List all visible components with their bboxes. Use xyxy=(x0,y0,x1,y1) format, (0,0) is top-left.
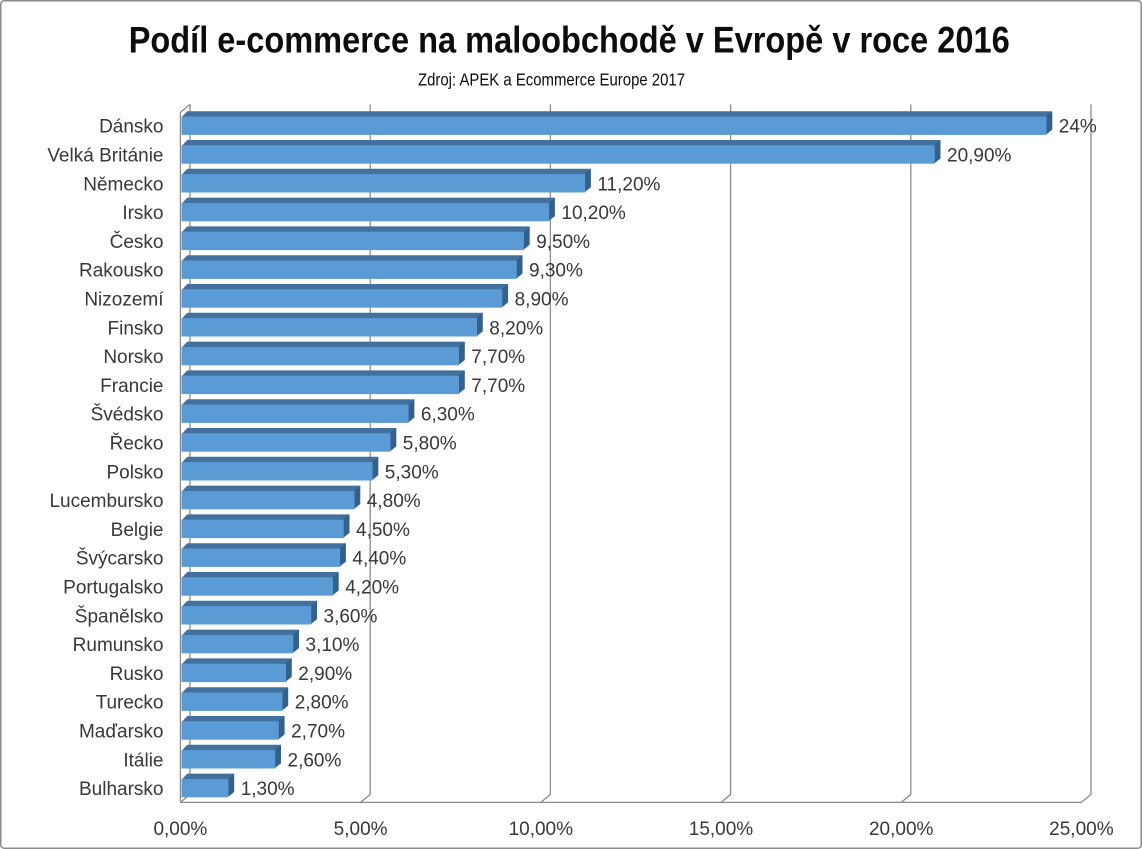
svg-text:9,30%: 9,30% xyxy=(529,261,583,282)
svg-text:4,50%: 4,50% xyxy=(356,520,410,541)
svg-text:Švýcarsko: Švýcarsko xyxy=(76,548,164,570)
svg-text:Maďarsko: Maďarsko xyxy=(79,722,164,743)
svg-text:Francie: Francie xyxy=(100,376,163,397)
svg-text:Rusko: Rusko xyxy=(110,664,164,685)
svg-text:Německo: Německo xyxy=(83,174,163,195)
svg-text:Finsko: Finsko xyxy=(108,318,164,339)
svg-text:9,50%: 9,50% xyxy=(536,232,590,253)
svg-text:Velká Británie: Velká Británie xyxy=(47,146,163,167)
svg-text:20,90%: 20,90% xyxy=(947,146,1012,167)
svg-text:Španělsko: Španělsko xyxy=(75,605,164,627)
svg-text:Řecko: Řecko xyxy=(110,433,164,455)
svg-text:Norsko: Norsko xyxy=(103,347,163,368)
svg-text:2,60%: 2,60% xyxy=(288,750,342,771)
svg-text:4,40%: 4,40% xyxy=(352,549,406,570)
svg-text:Turecko: Turecko xyxy=(96,693,164,714)
svg-text:6,30%: 6,30% xyxy=(421,405,475,426)
svg-text:2,80%: 2,80% xyxy=(295,693,349,714)
svg-text:Rakousko: Rakousko xyxy=(79,261,164,282)
svg-text:Nizozemí: Nizozemí xyxy=(84,290,164,311)
svg-text:Rumunsko: Rumunsko xyxy=(73,635,164,656)
svg-text:15,00%: 15,00% xyxy=(689,819,754,840)
svg-text:Itálie: Itálie xyxy=(123,750,163,771)
svg-text:5,30%: 5,30% xyxy=(385,462,439,483)
svg-text:Belgie: Belgie xyxy=(111,520,164,541)
svg-text:1,30%: 1,30% xyxy=(241,779,295,800)
svg-text:0,00%: 0,00% xyxy=(153,819,207,840)
svg-text:3,10%: 3,10% xyxy=(306,635,360,656)
svg-text:20,00%: 20,00% xyxy=(869,819,934,840)
svg-text:7,70%: 7,70% xyxy=(471,376,525,397)
svg-text:5,00%: 5,00% xyxy=(334,819,388,840)
svg-text:Bulharsko: Bulharsko xyxy=(79,779,164,800)
svg-text:25,00%: 25,00% xyxy=(1049,819,1114,840)
svg-text:4,80%: 4,80% xyxy=(367,491,421,512)
svg-text:7,70%: 7,70% xyxy=(471,347,525,368)
svg-text:3,60%: 3,60% xyxy=(324,606,378,627)
svg-text:8,90%: 8,90% xyxy=(515,290,569,311)
svg-text:24%: 24% xyxy=(1059,117,1097,138)
svg-text:2,70%: 2,70% xyxy=(291,722,345,743)
svg-text:11,20%: 11,20% xyxy=(597,174,660,195)
svg-text:Lucembursko: Lucembursko xyxy=(49,491,163,512)
svg-text:Portugalsko: Portugalsko xyxy=(63,578,163,599)
svg-text:Polsko: Polsko xyxy=(106,462,163,483)
svg-text:Dánsko: Dánsko xyxy=(99,117,163,138)
svg-text:8,20%: 8,20% xyxy=(489,318,543,339)
svg-text:Česko: Česko xyxy=(110,231,164,253)
svg-text:10,00%: 10,00% xyxy=(509,819,574,840)
svg-text:Zdroj: APEK a Ecommerce Europe: Zdroj: APEK a Ecommerce Europe 2017 xyxy=(418,70,685,90)
svg-text:Švédsko: Švédsko xyxy=(91,404,164,426)
svg-text:5,80%: 5,80% xyxy=(403,434,457,455)
svg-text:4,20%: 4,20% xyxy=(345,578,399,599)
svg-text:Irsko: Irsko xyxy=(122,203,163,224)
svg-text:Podíl e-commerce na maloobchod: Podíl e-commerce na maloobchodě v Evropě… xyxy=(129,20,1010,61)
svg-text:2,90%: 2,90% xyxy=(298,664,352,685)
svg-text:10,20%: 10,20% xyxy=(561,203,626,224)
